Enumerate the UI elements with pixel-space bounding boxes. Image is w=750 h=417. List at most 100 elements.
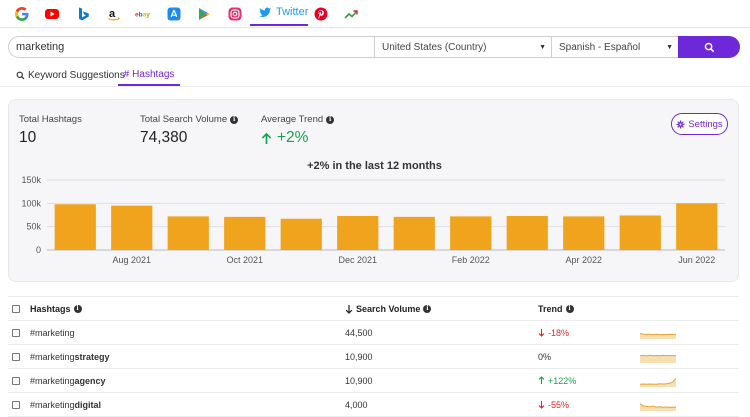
search-volume-cell: 10,900 <box>345 345 373 368</box>
search-bar: United States (Country) ▼ Spanish - Espa… <box>8 36 740 58</box>
sparkline-line <box>640 354 676 356</box>
youtube-icon[interactable] <box>44 6 60 22</box>
hashtag-cell[interactable]: #marketingstrategy <box>30 345 110 368</box>
search-volume-value: 44,500 <box>345 327 373 338</box>
trend-cell: -55% <box>538 393 569 416</box>
chart-bar <box>167 216 209 250</box>
chart-bar <box>224 216 266 250</box>
column-header-search-volume[interactable]: Search Volume i <box>345 297 432 320</box>
result-tabs: Keyword Suggestions # Hashtags <box>0 64 750 86</box>
search-input[interactable] <box>8 36 374 58</box>
total-hashtags-stat: Total Hashtags 10 <box>19 114 82 147</box>
pinterest-icon[interactable] <box>313 6 329 22</box>
divider <box>0 86 750 87</box>
tab-keyword-suggestions[interactable]: Keyword Suggestions <box>16 64 125 86</box>
tab-hashtags[interactable]: # Hashtags <box>118 64 180 86</box>
table-row[interactable]: #marketingdigital 4,000 -55% <box>8 393 739 417</box>
tab-hashtags-label: Hashtags <box>132 68 175 80</box>
row-checkbox[interactable] <box>12 400 20 409</box>
language-select[interactable]: Spanish - Español ▼ <box>551 36 678 58</box>
hashtag-suffix: agency <box>74 375 106 386</box>
column-header-trend[interactable]: Trend i <box>538 297 574 320</box>
ebay-icon[interactable]: ebay <box>135 6 155 22</box>
y-tick-label: 0 <box>36 245 41 255</box>
sparkline <box>640 402 676 411</box>
arrow-down-icon <box>538 328 545 337</box>
sparkline <box>640 377 676 387</box>
x-tick-label: Feb 2022 <box>452 255 490 265</box>
x-tick-label: Aug 2021 <box>112 255 151 265</box>
instagram-icon[interactable] <box>227 6 243 22</box>
row-checkbox[interactable] <box>12 352 20 361</box>
search-button[interactable] <box>678 36 740 58</box>
x-tick-label: Jun 2022 <box>678 255 715 265</box>
search-volume-value: 4,000 <box>345 399 368 410</box>
play-store-icon[interactable] <box>196 6 212 22</box>
arrow-up-icon <box>538 376 545 385</box>
total-search-volume-label-row: Total Search Volume i <box>140 114 239 125</box>
search-volume-cell: 10,900 <box>345 369 373 392</box>
row-checkbox[interactable] <box>12 376 20 385</box>
hashtag-cell[interactable]: #marketingdigital <box>30 393 101 416</box>
column-header-trend-label: Trend <box>538 303 563 314</box>
total-search-volume-value: 74,380 <box>140 129 188 146</box>
trend-value: -18% <box>548 327 570 338</box>
platform-tab-twitter[interactable]: Twitter <box>250 0 308 26</box>
chart-bar <box>619 215 661 250</box>
country-select[interactable]: United States (Country) ▼ <box>374 36 551 58</box>
info-icon[interactable]: i <box>565 304 574 313</box>
chevron-down-icon: ▼ <box>539 43 546 51</box>
bing-icon[interactable] <box>75 6 91 22</box>
average-trend-label: Average Trend <box>261 114 324 125</box>
trend-value: 0% <box>538 351 552 362</box>
column-header-search-volume-label: Search Volume <box>356 303 421 314</box>
language-select-value: Spanish - Español <box>559 41 641 53</box>
average-trend-value: +2% <box>277 129 309 146</box>
row-select-cell <box>12 369 20 392</box>
settings-button[interactable]: Settings <box>671 113 728 135</box>
sparkline-cell <box>640 393 676 416</box>
sparkline-cell <box>640 369 676 392</box>
hashtag-cell[interactable]: #marketing <box>30 321 75 344</box>
table-row[interactable]: #marketing 44,500 -18% <box>8 321 739 345</box>
volume-chart-svg: 0 50k 100k 150k Aug 2021 Oct 2021 Dec 2021 Feb … <box>21 175 725 265</box>
x-tick-label: Dec 2021 <box>338 255 377 265</box>
info-icon[interactable]: i <box>423 304 432 313</box>
hashtag-prefix: #marketing <box>30 327 75 338</box>
chart-bar <box>563 216 605 250</box>
chevron-down-icon: ▼ <box>666 43 673 51</box>
column-header-hashtags[interactable]: Hashtags i <box>30 297 82 320</box>
platform-tab-twitter-label: Twitter <box>276 6 309 18</box>
total-search-volume-stat: Total Search Volume i 74,380 <box>140 114 239 147</box>
arrow-up-icon <box>261 132 272 145</box>
select-all-checkbox[interactable] <box>12 304 20 313</box>
google-icon[interactable] <box>14 6 30 22</box>
info-icon[interactable]: i <box>326 115 335 124</box>
hashtag-cell[interactable]: #marketingagency <box>30 369 106 392</box>
x-tick-label: Apr 2022 <box>565 255 602 265</box>
platform-tabs: a ebay Twitter <box>0 0 750 28</box>
app-store-icon[interactable] <box>166 6 182 22</box>
row-checkbox[interactable] <box>12 328 20 337</box>
average-trend-value-row: +2% <box>261 129 334 147</box>
chart-bar <box>450 216 492 250</box>
hashtag-suffix: strategy <box>74 351 110 362</box>
info-icon[interactable]: i <box>230 115 239 124</box>
sparkline-line <box>640 377 676 385</box>
stats-card: Total Hashtags 10 Total Search Volume i … <box>8 99 739 282</box>
info-icon[interactable]: i <box>73 304 82 313</box>
amazon-icon[interactable]: a <box>106 6 122 22</box>
trend-value: -55% <box>548 399 570 410</box>
sparkline <box>640 332 676 339</box>
y-tick-label: 150k <box>21 175 41 185</box>
search-icon <box>16 71 25 80</box>
arrow-down-icon <box>345 304 353 314</box>
hashtag-prefix: #marketing <box>30 351 75 362</box>
search-volume-value: 10,900 <box>345 375 373 386</box>
trend-cell: -18% <box>538 321 569 344</box>
chart-title: +2% in the last 12 months <box>307 160 442 172</box>
table-row[interactable]: #marketingstrategy 10,900 0% <box>8 345 739 369</box>
trends-icon[interactable] <box>343 6 359 22</box>
gear-icon <box>676 119 685 129</box>
table-row[interactable]: #marketingagency 10,900 +122% <box>8 369 739 393</box>
